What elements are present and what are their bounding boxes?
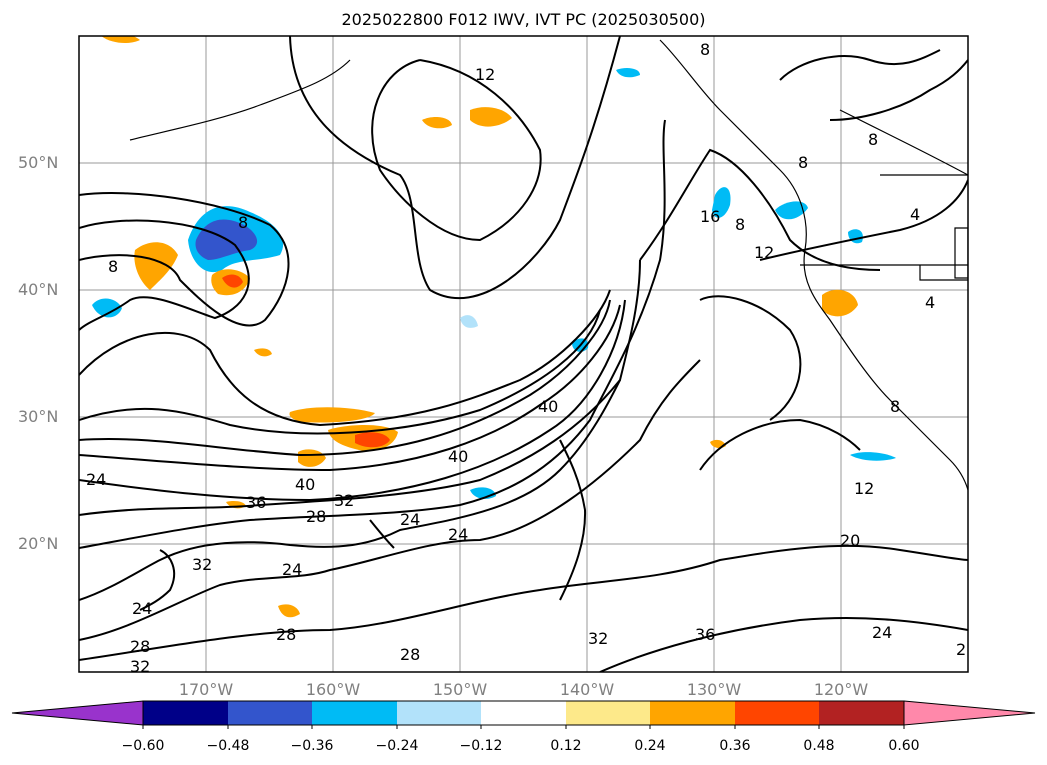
lon-label: 150°W (432, 680, 488, 699)
iwv-contours (79, 36, 968, 672)
colorbar-segment (11, 700, 144, 726)
coastlines (129, 39, 968, 491)
colorbar-segment (566, 701, 650, 725)
contour-label: 12 (754, 243, 774, 262)
colorbar-tick-label: −0.24 (375, 738, 419, 754)
contour-label: 16 (700, 207, 720, 226)
colorbar-tick-label: −0.12 (459, 738, 503, 754)
contour-label: 40 (538, 397, 558, 416)
contour-label: 20 (840, 531, 860, 550)
contour-label: 8 (238, 213, 248, 232)
colorbar-segment (903, 700, 1036, 726)
map-panel: 12 8 8 8 16 8 12 4 4 8 40 40 40 36 32 28… (78, 35, 969, 676)
contour-label: 32 (588, 629, 608, 648)
contour-label: 12 (475, 65, 495, 84)
colorbar (11, 700, 1036, 729)
contour-label: 28 (306, 507, 326, 526)
colorbar-ticks (142, 725, 905, 729)
lon-label: 140°W (559, 680, 615, 699)
contour-label: 28 (276, 625, 296, 644)
map-background (79, 36, 968, 672)
contour-label: 40 (448, 447, 468, 466)
colorbar-segment (143, 701, 228, 725)
lat-label: 50°N (18, 153, 59, 172)
colorbar-tick-label: −0.48 (206, 738, 250, 754)
colorbar-tick-label: 0.48 (803, 738, 835, 754)
lon-label: 170°W (178, 680, 234, 699)
contour-label: 24 (132, 599, 152, 618)
contour-label: 28 (130, 637, 150, 656)
contour-label: 8 (798, 153, 808, 172)
contour-label: 40 (295, 475, 315, 494)
contour-label: 32 (130, 657, 150, 676)
lat-label: 30°N (18, 407, 59, 426)
lat-label: 40°N (18, 280, 59, 299)
colorbar-tick-label: 0.12 (550, 738, 582, 754)
colorbar-tick-label: 0.60 (888, 738, 920, 754)
contour-label: 32 (192, 555, 212, 574)
contour-label: 4 (910, 205, 920, 224)
colorbar-segment (735, 701, 819, 725)
colorbar-segment (228, 701, 312, 725)
contour-label: 32 (334, 491, 354, 510)
colorbar-tick-label: −0.36 (290, 738, 334, 754)
contour-label: 24 (282, 560, 302, 579)
colorbar-segment (481, 701, 566, 725)
contour-label: 24 (448, 525, 468, 544)
contour-label: 28 (400, 645, 420, 664)
contour-label: 8 (890, 397, 900, 416)
colorbar-segment (650, 701, 735, 725)
contour-label: 36 (695, 625, 715, 644)
lon-label: 130°W (686, 680, 742, 699)
colorbar-segment (397, 701, 481, 725)
contour-label: 24 (400, 510, 420, 529)
colorbar-tick-label: −0.60 (121, 738, 165, 754)
contour-label: 4 (925, 293, 935, 312)
colorbar-segment (312, 701, 397, 725)
contour-label: 2 (956, 640, 966, 659)
colorbar-frame (142, 700, 905, 726)
lon-label: 160°W (305, 680, 361, 699)
map-frame (78, 35, 969, 673)
contour-label: 8 (868, 130, 878, 149)
contour-label: 24 (872, 623, 892, 642)
lon-label: 120°W (813, 680, 869, 699)
colorbar-segment (819, 701, 904, 725)
grid-lines (79, 36, 968, 672)
contour-label: 8 (108, 257, 118, 276)
contour-label: 8 (735, 215, 745, 234)
lat-label: 20°N (18, 534, 59, 553)
colorbar-tick-label: 0.36 (719, 738, 751, 754)
contour-label: 8 (700, 40, 710, 59)
colorbar-tick-label: 0.24 (634, 738, 666, 754)
map-title: 2025022800 F012 IWV, IVT PC (2025030500) (341, 10, 706, 29)
contour-label: 12 (854, 479, 874, 498)
contour-label: 36 (246, 493, 266, 512)
contour-label: 24 (86, 470, 106, 489)
